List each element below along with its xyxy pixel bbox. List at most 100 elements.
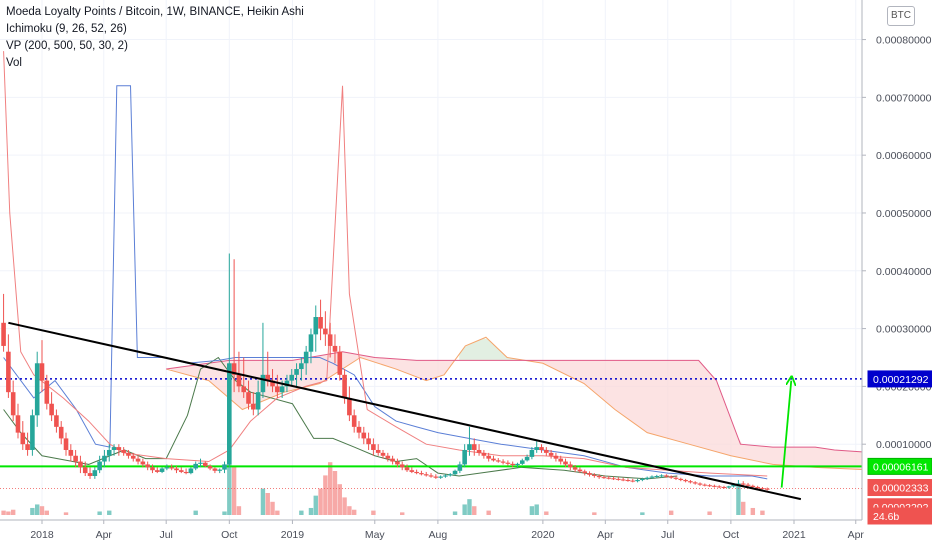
candle[interactable]: [745, 482, 751, 487]
candle[interactable]: [299, 357, 304, 381]
candle[interactable]: [20, 421, 26, 450]
candle[interactable]: [102, 449, 107, 468]
candle[interactable]: [659, 474, 664, 478]
candle[interactable]: [183, 468, 189, 475]
candle[interactable]: [452, 469, 458, 476]
candle[interactable]: [159, 467, 165, 474]
candle[interactable]: [678, 477, 684, 482]
candle[interactable]: [577, 467, 583, 474]
candle[interactable]: [476, 444, 482, 456]
candle[interactable]: [193, 461, 198, 471]
candle[interactable]: [467, 426, 472, 456]
legend-ichimoku[interactable]: Ichimoku (9, 26, 52, 26): [6, 23, 127, 35]
candle[interactable]: [198, 458, 203, 468]
candle[interactable]: [721, 485, 727, 489]
candle[interactable]: [692, 481, 698, 485]
candle[interactable]: [337, 345, 343, 381]
candle[interactable]: [82, 461, 88, 476]
candle[interactable]: [380, 449, 386, 459]
candle[interactable]: [471, 438, 477, 456]
candle[interactable]: [755, 485, 760, 489]
candle[interactable]: [524, 454, 530, 462]
candle[interactable]: [582, 469, 588, 476]
candle[interactable]: [54, 409, 59, 433]
price-axis[interactable]: 0.000100000.000200000.000300000.00040000…: [861, 0, 932, 550]
candle[interactable]: [764, 487, 770, 491]
candle[interactable]: [716, 485, 722, 489]
candle[interactable]: [308, 328, 314, 364]
candle[interactable]: [63, 432, 69, 456]
candle[interactable]: [347, 386, 352, 422]
candle[interactable]: [519, 458, 525, 466]
candle[interactable]: [596, 474, 602, 479]
candle[interactable]: [241, 357, 247, 398]
candle[interactable]: [625, 478, 631, 482]
candle[interactable]: [356, 421, 362, 439]
candle[interactable]: [697, 482, 703, 486]
legend-vol[interactable]: Vol: [6, 57, 22, 69]
candle[interactable]: [217, 468, 223, 474]
candle[interactable]: [395, 458, 400, 468]
candle[interactable]: [587, 471, 592, 477]
candle[interactable]: [135, 455, 141, 465]
candle[interactable]: [111, 444, 117, 456]
candle[interactable]: [30, 409, 35, 456]
candle[interactable]: [563, 458, 568, 468]
candle[interactable]: [423, 471, 429, 477]
candle[interactable]: [712, 484, 717, 488]
candle[interactable]: [97, 455, 102, 474]
candle[interactable]: [539, 444, 544, 453]
candle[interactable]: [275, 374, 280, 398]
candle[interactable]: [428, 473, 434, 478]
candle[interactable]: [630, 478, 636, 483]
candle[interactable]: [121, 447, 126, 456]
candle[interactable]: [371, 438, 376, 456]
candle[interactable]: [25, 432, 30, 456]
candle[interactable]: [481, 449, 487, 459]
candle[interactable]: [289, 369, 295, 387]
candle[interactable]: [231, 259, 237, 393]
candle[interactable]: [620, 477, 626, 482]
candle[interactable]: [409, 467, 415, 474]
currency-button[interactable]: BTC: [887, 6, 915, 26]
candle[interactable]: [510, 461, 515, 468]
candle[interactable]: [58, 421, 64, 445]
candle[interactable]: [87, 467, 93, 479]
candle[interactable]: [6, 334, 11, 398]
candle[interactable]: [683, 478, 688, 483]
candle[interactable]: [486, 452, 491, 462]
candle[interactable]: [68, 444, 74, 462]
candle[interactable]: [10, 380, 16, 422]
candle[interactable]: [366, 432, 371, 450]
candle[interactable]: [760, 486, 765, 490]
candle[interactable]: [284, 374, 290, 393]
candle[interactable]: [544, 447, 549, 456]
candle[interactable]: [649, 475, 655, 479]
candle[interactable]: [414, 469, 419, 475]
candle[interactable]: [130, 452, 136, 462]
candle[interactable]: [188, 467, 194, 475]
candle[interactable]: [332, 334, 338, 364]
candle[interactable]: [49, 392, 54, 422]
candle[interactable]: [443, 474, 448, 478]
candle[interactable]: [92, 467, 98, 479]
candle[interactable]: [616, 477, 621, 481]
candle[interactable]: [491, 455, 496, 462]
candle[interactable]: [164, 464, 170, 471]
candle[interactable]: [500, 459, 506, 465]
candle[interactable]: [558, 455, 564, 465]
candle[interactable]: [644, 476, 650, 481]
candle[interactable]: [207, 464, 213, 471]
candle[interactable]: [15, 403, 21, 439]
candle[interactable]: [457, 461, 463, 474]
candle[interactable]: [78, 455, 83, 474]
candle[interactable]: [154, 467, 160, 474]
candle[interactable]: [447, 473, 453, 477]
candle[interactable]: [202, 461, 208, 468]
candle[interactable]: [255, 380, 261, 416]
candle[interactable]: [534, 441, 540, 453]
candle[interactable]: [702, 483, 708, 487]
candle[interactable]: [318, 299, 323, 341]
candle[interactable]: [34, 351, 40, 427]
